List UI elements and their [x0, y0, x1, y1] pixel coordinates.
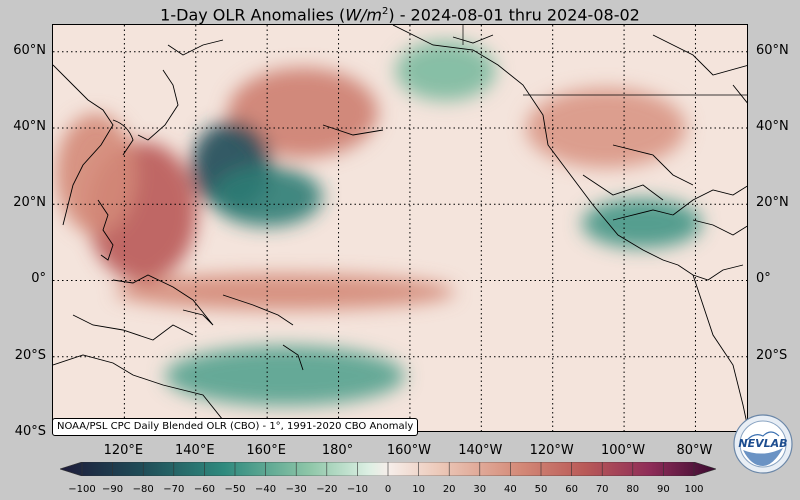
- anomaly-region: [581, 198, 702, 249]
- colorbar-tick-label: 50: [534, 484, 548, 495]
- data-credit: NOAA/PSL CPC Daily Blended OLR (CBO) - 1…: [52, 418, 419, 436]
- anomaly-region: [165, 345, 405, 406]
- lat-label: 20°S: [14, 347, 46, 363]
- page-title: 1-Day OLR Anomalies (W/m2) - 2024-08-01 …: [160, 5, 640, 25]
- colorbar-tick-label: −10: [346, 484, 368, 495]
- lat-label: 20°N: [13, 195, 46, 211]
- anomaly-field: [55, 40, 702, 406]
- colorbar-tick-label: 10: [412, 484, 425, 495]
- colorbar-tick-label: −30: [285, 484, 307, 495]
- colorbar-tick-label: −80: [132, 484, 154, 495]
- lat-label: 20°N: [756, 195, 789, 211]
- colorbar-tick-label: 0: [384, 484, 392, 495]
- anomaly-region: [526, 87, 687, 168]
- title-unit-exponent: 2: [381, 6, 389, 17]
- coastlines: [53, 25, 747, 431]
- lat-label: 20°S: [756, 347, 788, 363]
- colorbar: [60, 462, 716, 476]
- lon-label: 80°W: [676, 443, 713, 458]
- lon-label: 120°W: [529, 443, 574, 458]
- lat-label: 40°N: [13, 118, 46, 134]
- colorbar-tick-label: 90: [657, 484, 670, 495]
- colorbar-tick-label: −60: [193, 484, 215, 495]
- lon-label: 180°: [321, 443, 354, 458]
- colorbar-tick-label: −100: [68, 484, 96, 495]
- lon-label: 140°E: [175, 443, 215, 458]
- colorbar-tick-label: −20: [316, 484, 338, 495]
- lon-label: 160°W: [386, 443, 432, 458]
- colorbar-tick-label: 70: [595, 484, 609, 495]
- lat-label: 0°: [31, 271, 46, 287]
- lon-label: 140°W: [458, 443, 503, 458]
- colorbar-tick-label: 60: [565, 484, 578, 495]
- lat-label: 40°S: [14, 424, 46, 439]
- map-canvas: [53, 25, 747, 431]
- colorbar-tick-label: −50: [224, 484, 246, 495]
- colorbar-tick-label: −40: [255, 484, 277, 495]
- graticule: [53, 25, 747, 431]
- lat-label: 40°N: [756, 118, 789, 134]
- lon-label: 120°E: [103, 443, 144, 458]
- lat-label: 0°: [756, 271, 771, 287]
- colorbar-tick-label: 20: [442, 484, 456, 495]
- colorbar-tick-label: 30: [473, 484, 487, 495]
- psl-logo: NEVLAB: [733, 414, 793, 474]
- colorbar-tick-label: 100: [684, 484, 704, 495]
- anomaly-region: [115, 273, 455, 310]
- lon-label: 160°E: [246, 443, 286, 458]
- lat-label: 60°N: [13, 42, 46, 58]
- lon-label: 100°W: [600, 443, 646, 458]
- anomaly-region: [55, 113, 136, 234]
- anomaly-region: [395, 40, 496, 101]
- colorbar-tick-label: −70: [163, 484, 185, 495]
- lat-label: 60°N: [756, 42, 789, 58]
- colorbar-tick-label: 80: [626, 484, 640, 495]
- colorbar-tick-label: −90: [102, 484, 124, 495]
- logo-text: NEVLAB: [738, 437, 787, 450]
- colorbar-tick-label: 40: [504, 484, 517, 495]
- anomaly-map: [52, 24, 748, 432]
- anomaly-region: [227, 67, 378, 158]
- title-unit: W/m: [345, 5, 382, 25]
